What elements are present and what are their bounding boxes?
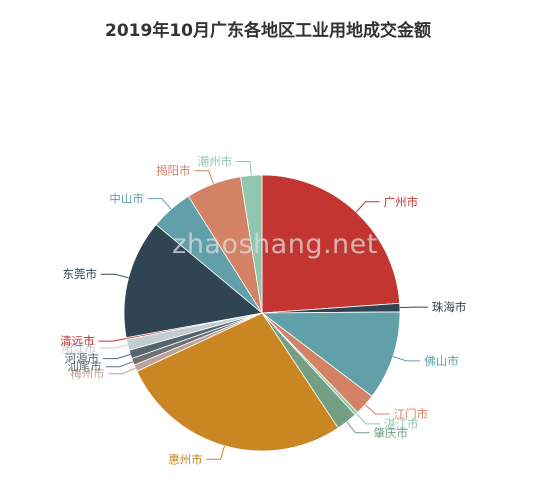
slice-label: 湛江市 — [384, 417, 419, 431]
slice-label: 阳江市 — [62, 341, 97, 355]
slice-label: 汕尾市 — [67, 360, 102, 374]
slice-label: 梅州市 — [70, 367, 105, 381]
label-leader-line — [108, 367, 136, 375]
label-leader-line — [399, 306, 428, 309]
slice-label: 肇庆市 — [374, 426, 409, 440]
label-leader-line — [206, 445, 225, 460]
slice-label: 潮州市 — [198, 155, 233, 169]
label-leader-line — [194, 170, 214, 184]
pie-slice[interactable] — [123, 224, 263, 339]
slice-label: 东莞市 — [63, 267, 98, 281]
slice-label: 河源市 — [65, 352, 100, 366]
label-leader-line — [355, 201, 380, 213]
slice-label: 广州市 — [384, 195, 419, 209]
slice-label: 江门市 — [394, 407, 429, 421]
pie-slice[interactable] — [260, 311, 401, 397]
chart-title: 2019年10月广东各地区工业用地成交金额 — [105, 20, 431, 41]
pie-slice[interactable] — [136, 312, 339, 452]
label-leader-line — [98, 338, 127, 342]
slice-label: 珠海市 — [432, 300, 467, 314]
label-leader-line — [100, 344, 128, 349]
label-leader-line — [101, 273, 129, 279]
label-leader-line — [105, 361, 134, 368]
slice-label: 清远市 — [60, 334, 95, 348]
label-leader-line — [147, 198, 172, 210]
pie-slice[interactable] — [240, 174, 263, 314]
slice-label: 中山市 — [109, 192, 144, 206]
pie-slices — [123, 174, 401, 452]
label-leader-line — [356, 413, 380, 425]
label-leader-line — [392, 356, 421, 362]
slice-label: 揭阳市 — [156, 164, 191, 178]
slice-label: 惠州市 — [168, 452, 203, 466]
pie-slice[interactable] — [261, 174, 401, 314]
label-leader-line — [236, 161, 252, 176]
label-leader-line — [364, 404, 390, 415]
label-leader-line — [346, 421, 370, 434]
label-leader-line — [103, 353, 131, 360]
watermark: zhaoshang.net — [172, 229, 378, 260]
slice-label: 佛山市 — [424, 354, 459, 368]
